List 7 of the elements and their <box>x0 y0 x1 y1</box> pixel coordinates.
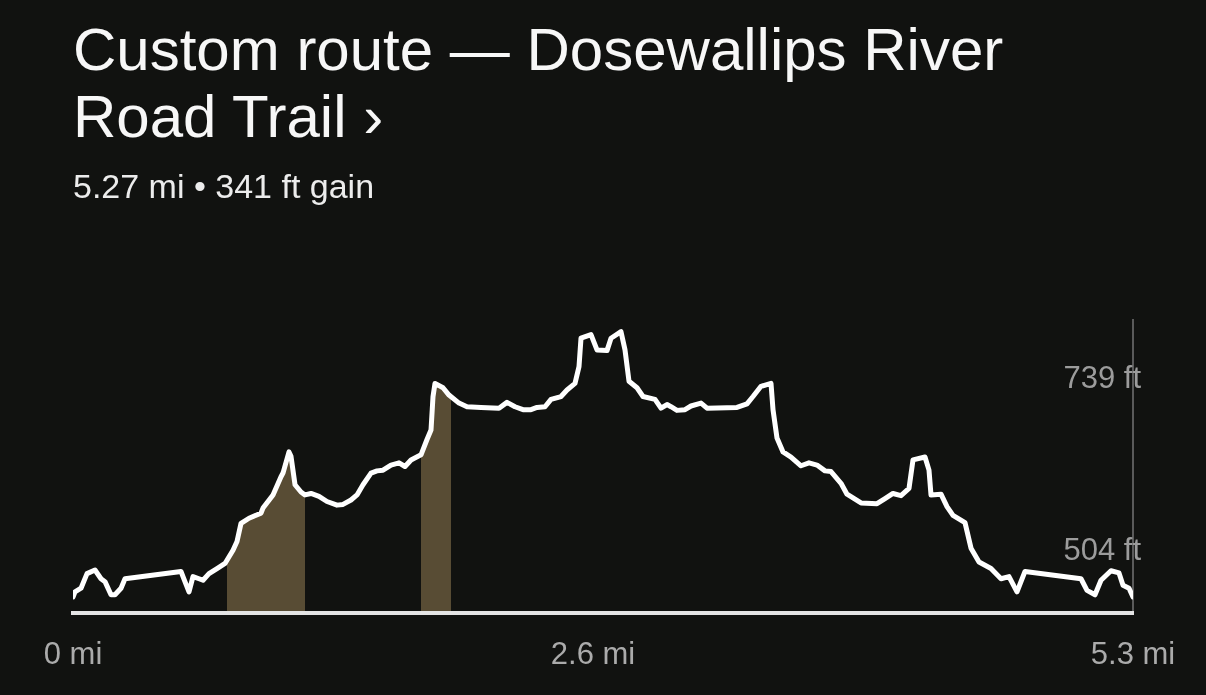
chart-title: Custom route — Dosewallips River Road Trail › <box>73 16 1005 150</box>
chart-subtitle: 5.27 mi • 341 ft gain <box>73 166 375 207</box>
x-tick-label: 2.6 mi <box>550 636 636 672</box>
x-tick-label: 0 mi <box>43 636 103 672</box>
y-tick-label: 504 ft <box>1063 531 1142 567</box>
x-tick-label: 5.3 mi <box>1090 636 1176 672</box>
y-tick-label: 739 ft <box>1063 360 1142 396</box>
